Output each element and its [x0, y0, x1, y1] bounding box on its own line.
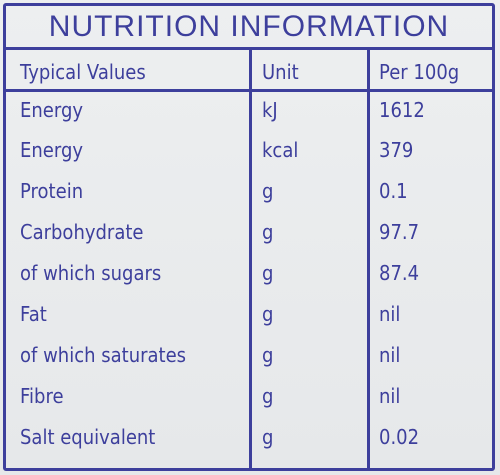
table-row: of which sugars g 87.4 — [6, 255, 492, 292]
table-row: Carbohydrate g 97.7 — [6, 214, 492, 251]
row-name: Fibre — [20, 384, 64, 408]
table-row: of which saturates g nil — [6, 337, 492, 374]
row-name: Carbohydrate — [20, 220, 144, 244]
row-unit: g — [262, 343, 274, 367]
table-title: NUTRITION INFORMATION — [6, 6, 492, 50]
row-name: Energy — [20, 138, 84, 162]
table-row: Protein g 0.1 — [6, 173, 492, 210]
row-unit: g — [262, 261, 274, 285]
row-value: 87.4 — [379, 261, 420, 285]
row-value: nil — [379, 302, 401, 326]
row-name: of which sugars — [20, 261, 162, 285]
row-name: Fat — [20, 302, 47, 326]
row-value: 379 — [379, 138, 414, 162]
table-row: Salt equivalent g 0.02 — [6, 419, 492, 456]
row-name: Salt equivalent — [20, 425, 156, 449]
column-divider — [249, 50, 252, 468]
row-unit: g — [262, 179, 274, 203]
table-row: Fibre g nil — [6, 378, 492, 415]
row-unit: kcal — [262, 138, 299, 162]
row-value: 0.1 — [379, 179, 408, 203]
row-unit: g — [262, 302, 274, 326]
nutrition-table: NUTRITION INFORMATION Typical Values Uni… — [3, 3, 495, 471]
row-unit: g — [262, 384, 274, 408]
row-value: 1612 — [379, 98, 425, 122]
table-row: Energy kJ 1612 — [6, 92, 492, 129]
row-value: nil — [379, 384, 401, 408]
row-name: Energy — [20, 98, 84, 122]
row-unit: g — [262, 425, 274, 449]
row-value: 0.02 — [379, 425, 420, 449]
row-value: 97.7 — [379, 220, 420, 244]
table-row: Energy kcal 379 — [6, 132, 492, 169]
column-divider — [367, 50, 370, 468]
table-row: Fat g nil — [6, 296, 492, 333]
row-value: nil — [379, 343, 401, 367]
header-per-100g: Per 100g — [379, 60, 460, 84]
row-unit: g — [262, 220, 274, 244]
row-name: of which saturates — [20, 343, 187, 367]
header-typical-values: Typical Values — [20, 60, 146, 84]
row-unit: kJ — [262, 98, 278, 122]
header-unit: Unit — [262, 60, 299, 84]
row-name: Protein — [20, 179, 84, 203]
